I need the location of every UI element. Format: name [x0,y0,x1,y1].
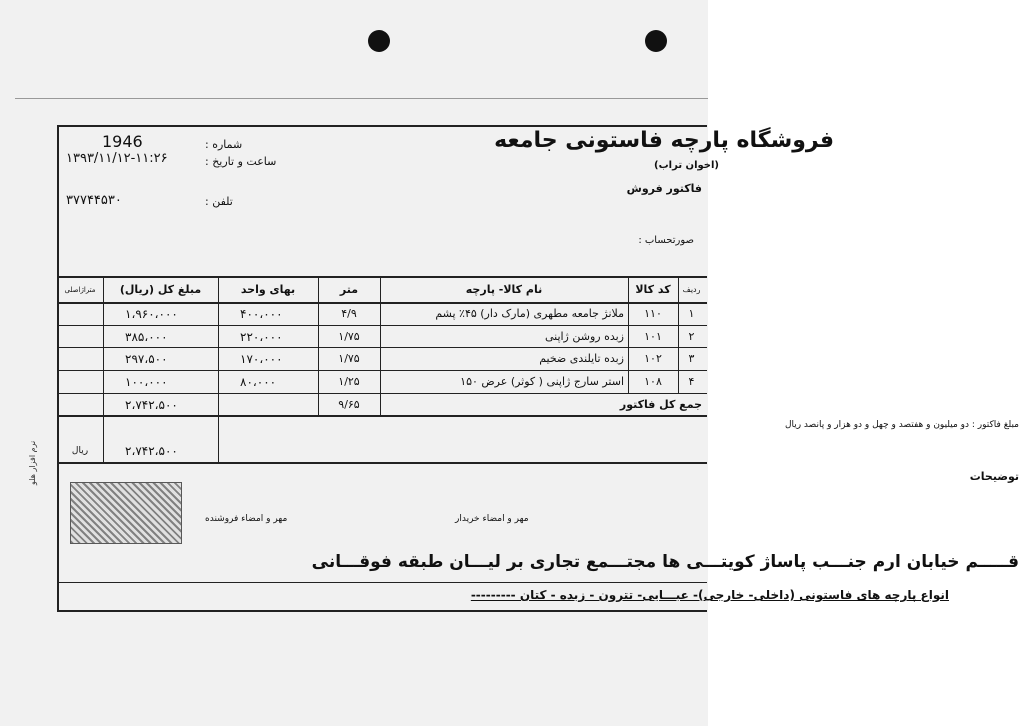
sum-total: ۲،۷۴۲،۵۰۰ [125,398,178,412]
cell-unit-price: ۱۷۰،۰۰۰ [240,352,283,366]
punch-hole [645,30,667,52]
datetime-label: ساعت و تاریخ : [205,155,277,168]
cell-total: ۱،۹۶۰،۰۰۰ [125,307,178,321]
cell-unit-price: ۸۰،۰۰۰ [240,375,277,389]
col-header-code: کد کالا [635,283,671,296]
number-label: شماره : [205,138,243,151]
cell-meter: ۴/۹ [341,307,357,320]
cell-row: ۲ [688,330,695,343]
sum-label: جمع کل فاکتور [619,398,702,411]
cell-row: ۳ [688,352,695,365]
product-types: انواع پارچه های فاستونی (داخلی- خارجی)- … [470,588,949,602]
cell-row: ۴ [688,375,695,388]
cell-name: زبده تایلندی ضخیم [539,352,624,365]
cell-name: زبده روشن ژاپنی [544,330,624,343]
doc-type: فاکتور فروش [626,182,702,195]
cell-name: ملانژ جامعه مطهری (مارک دار) ۴۵٪ پشم [435,307,624,320]
shop-stamp [70,482,182,544]
shop-address: قـــــم خیابان ارم جنـــب پاساژ کویتـــی… [311,552,1019,572]
invoice-datetime: ۱۳۹۳/۱۱/۱۲-۱۱:۲۶ [66,151,168,166]
notes-label: توضیحات [969,470,1019,483]
invoice-frame [57,125,707,612]
cell-row: ۱ [688,307,695,320]
invoice-number: 1946 [102,132,143,151]
punch-hole [368,30,390,52]
phone-label: تلفن : [205,195,233,208]
sum-meter: ۹/۶۵ [338,398,360,411]
col-header-total: مبلغ کل (ریال) [119,283,202,296]
cell-total: ۱۰۰،۰۰۰ [125,375,168,389]
cell-code: ۱۰۸ [644,375,662,388]
shop-name: فروشگاه پارچه فاستونی جامعه [494,128,834,153]
cell-code: ۱۱۰ [644,307,662,320]
cell-code: ۱۰۱ [644,330,662,343]
account-label: صورتحساب : [638,235,694,246]
seller-signature-label: مهر و امضاء فروشنده [205,514,288,524]
cell-unit-price: ۴۰۰،۰۰۰ [240,307,283,321]
cell-name: استر سارج ژاپنی ( کوثر) عرض ۱۵۰ [460,375,624,388]
divider [15,98,708,99]
cell-code: ۱۰۲ [644,352,662,365]
col-header-original-meter: متراژاصلی [64,286,96,294]
cell-unit-price: ۲۲۰،۰۰۰ [240,330,283,344]
col-header-unit-price: بهای واحد [240,283,296,296]
col-header-meter: متر [339,283,359,296]
col-header-name: نام کالا- پارچه [465,283,543,296]
amount-unit: ریال [71,446,89,456]
amount-in-words: مبلغ فاکتور : دو میلیون و هفتصد و چهل و … [784,420,1019,430]
amount-value: ۲،۷۴۲،۵۰۰ [125,444,178,458]
col-header-row: ردیف [682,285,701,294]
cell-meter: ۱/۷۵ [338,330,360,343]
buyer-signature-label: مهر و امضاء خریدار [455,514,529,524]
cell-total: ۳۸۵،۰۰۰ [125,330,168,344]
phone-number: ۳۷۷۴۴۵۳۰ [66,193,122,208]
software-side-text: نرم افزار هلو [28,440,37,485]
cell-meter: ۱/۲۵ [338,375,360,388]
scanned-invoice [0,0,708,726]
cell-total: ۲۹۷،۵۰۰ [125,352,168,366]
shop-subtitle: (اخوان تراب) [654,160,719,171]
cell-meter: ۱/۷۵ [338,352,360,365]
